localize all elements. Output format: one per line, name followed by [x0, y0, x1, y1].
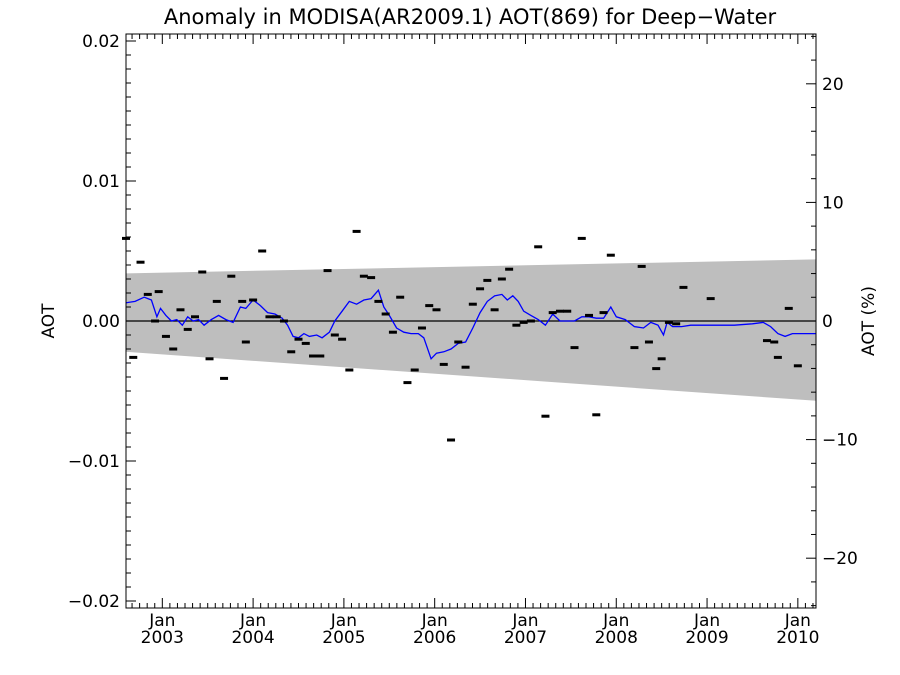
- y-right-tick-label: 20: [822, 75, 844, 95]
- x-tick-label-year: 2004: [231, 628, 274, 648]
- x-tick-label-month: Jan: [148, 611, 175, 631]
- anomaly-series-line: [125, 288, 816, 361]
- x-tick-label-year: 2003: [141, 628, 184, 648]
- x-tick-label-month: Jan: [239, 611, 266, 631]
- y-right-tick-label: −20: [822, 549, 858, 569]
- plot-area: Jan2003Jan2004Jan2005Jan2006Jan2007Jan20…: [68, 32, 858, 648]
- x-tick-label-year: 2006: [413, 628, 456, 648]
- x-tick-label-year: 2009: [685, 628, 728, 648]
- y-left-tick-label: −0.01: [68, 452, 120, 472]
- right-axis-title: AOT (%): [859, 286, 879, 356]
- x-tick-label-month: Jan: [693, 611, 720, 631]
- y-right-tick-label: −10: [822, 431, 858, 451]
- x-tick-label-month: Jan: [784, 611, 811, 631]
- x-tick-label-year: 2005: [322, 628, 365, 648]
- x-tick-label-month: Jan: [421, 611, 448, 631]
- x-tick-label-year: 2010: [776, 628, 819, 648]
- y-right-tick-label: 0: [822, 312, 833, 332]
- y-left-tick-label: −0.02: [68, 592, 120, 612]
- x-tick-label-month: Jan: [602, 611, 629, 631]
- x-tick-label-month: Jan: [330, 611, 357, 631]
- y-left-tick-label: 0.01: [82, 172, 120, 192]
- left-axis-title: AOT: [39, 303, 59, 339]
- y-left-tick-label: 0.00: [82, 312, 120, 332]
- x-tick-label-month: Jan: [511, 611, 538, 631]
- x-tick-label-year: 2008: [595, 628, 638, 648]
- y-left-tick-label: 0.02: [82, 32, 120, 52]
- chart-title: Anomaly in MODISA(AR2009.1) AOT(869) for…: [164, 5, 777, 29]
- x-tick-label-year: 2007: [504, 628, 547, 648]
- y-right-tick-label: 10: [822, 193, 844, 213]
